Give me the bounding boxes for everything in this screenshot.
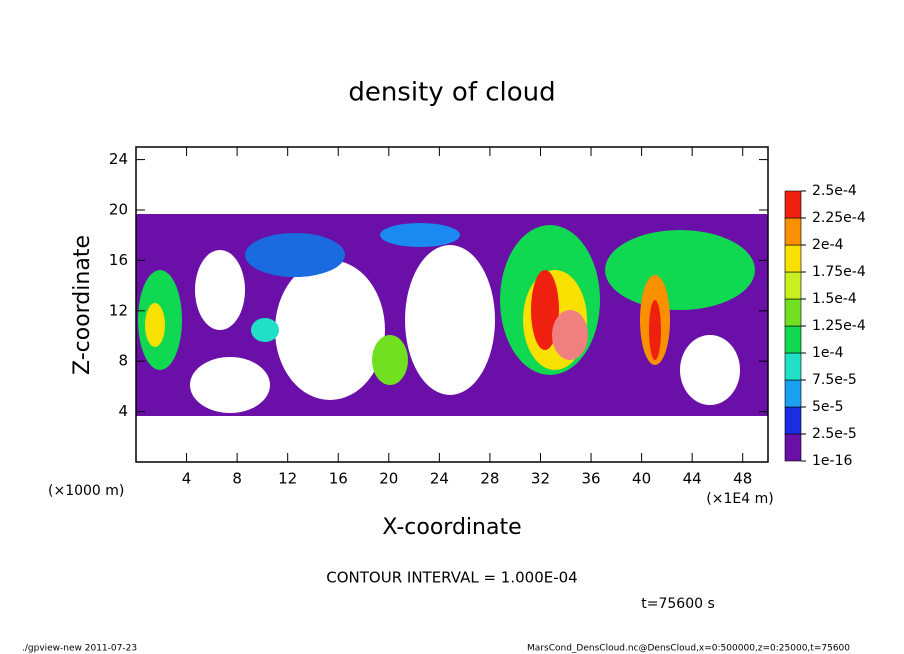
footer-right: MarsCond_DensCloud.nc@DensCloud,x=0:5000… — [527, 644, 850, 654]
x-tick-label: 32 — [531, 470, 550, 488]
colorbar-box — [784, 271, 802, 300]
colorbar-label: 1e-4 — [812, 345, 844, 361]
annotation: CONTOUR INTERVAL = 1.000E-04 — [326, 569, 577, 587]
field-gap — [405, 245, 495, 395]
x-tick-label: 4 — [182, 470, 192, 488]
field-blob — [251, 318, 279, 342]
x-axis-title: X-coordinate — [382, 515, 521, 540]
y-tick-label: 24 — [109, 150, 128, 168]
plot-frame — [135, 146, 769, 463]
field-blob — [380, 223, 460, 247]
y-tick-label: 12 — [109, 301, 128, 319]
colorbar-label: 1.75e-4 — [812, 264, 866, 280]
colorbar-box — [784, 190, 802, 219]
colorbar-label: 7.5e-5 — [812, 372, 857, 388]
x-tick-label: 24 — [430, 470, 449, 488]
footer-left: ./gpview-new 2011-07-23 — [22, 644, 137, 654]
field-blob — [145, 303, 165, 347]
colorbar-label: 1.5e-4 — [812, 291, 857, 307]
colorbar-box — [784, 244, 802, 273]
field-gap — [680, 335, 740, 405]
field-gap — [275, 260, 385, 400]
y-tick-label: 8 — [118, 352, 128, 370]
x-tick-label: 36 — [581, 470, 600, 488]
field-blob — [372, 335, 408, 385]
colorbar-box — [784, 352, 802, 381]
x-tick-label: 8 — [232, 470, 242, 488]
colorbar-box — [784, 298, 802, 327]
x-tick-label: 20 — [379, 470, 398, 488]
colorbar-label: 2.5e-5 — [812, 426, 857, 442]
x-tick-label: 28 — [480, 470, 499, 488]
field-blob — [531, 270, 559, 350]
field-blob — [245, 233, 345, 277]
x-tick-label: 40 — [632, 470, 651, 488]
field-blob — [605, 230, 755, 310]
colorbar-box — [784, 217, 802, 246]
colorbar-label: 2.25e-4 — [812, 210, 866, 226]
field-gap — [195, 250, 245, 330]
colorbar-label: 5e-5 — [812, 399, 843, 415]
y-unit-label: (×1000 m) — [48, 483, 124, 499]
field-blob — [649, 300, 661, 360]
x-unit-label: (×1E4 m) — [706, 491, 773, 507]
annotation: t=75600 s — [641, 596, 715, 612]
chart-title: density of cloud — [348, 78, 555, 108]
y-tick-label: 16 — [109, 251, 128, 269]
y-axis-title: Z-coordinate — [70, 235, 95, 375]
x-tick-label: 16 — [329, 470, 348, 488]
x-tick-label: 48 — [733, 470, 752, 488]
colorbar-box — [784, 379, 802, 408]
field-blob — [552, 310, 588, 360]
colorbar-label: 2.5e-4 — [812, 183, 857, 199]
colorbar-label: 1e-16 — [812, 453, 852, 469]
y-tick-label: 4 — [118, 402, 128, 420]
y-tick-label: 20 — [109, 201, 128, 219]
colorbar-box — [784, 406, 802, 435]
field — [136, 214, 768, 416]
colorbar-box — [784, 433, 802, 462]
colorbar-label: 2e-4 — [812, 237, 844, 253]
x-tick-label: 12 — [278, 470, 297, 488]
colorbar-box — [784, 325, 802, 354]
field-gap — [190, 357, 270, 413]
x-tick-label: 44 — [683, 470, 702, 488]
colorbar-label: 1.25e-4 — [812, 318, 866, 334]
